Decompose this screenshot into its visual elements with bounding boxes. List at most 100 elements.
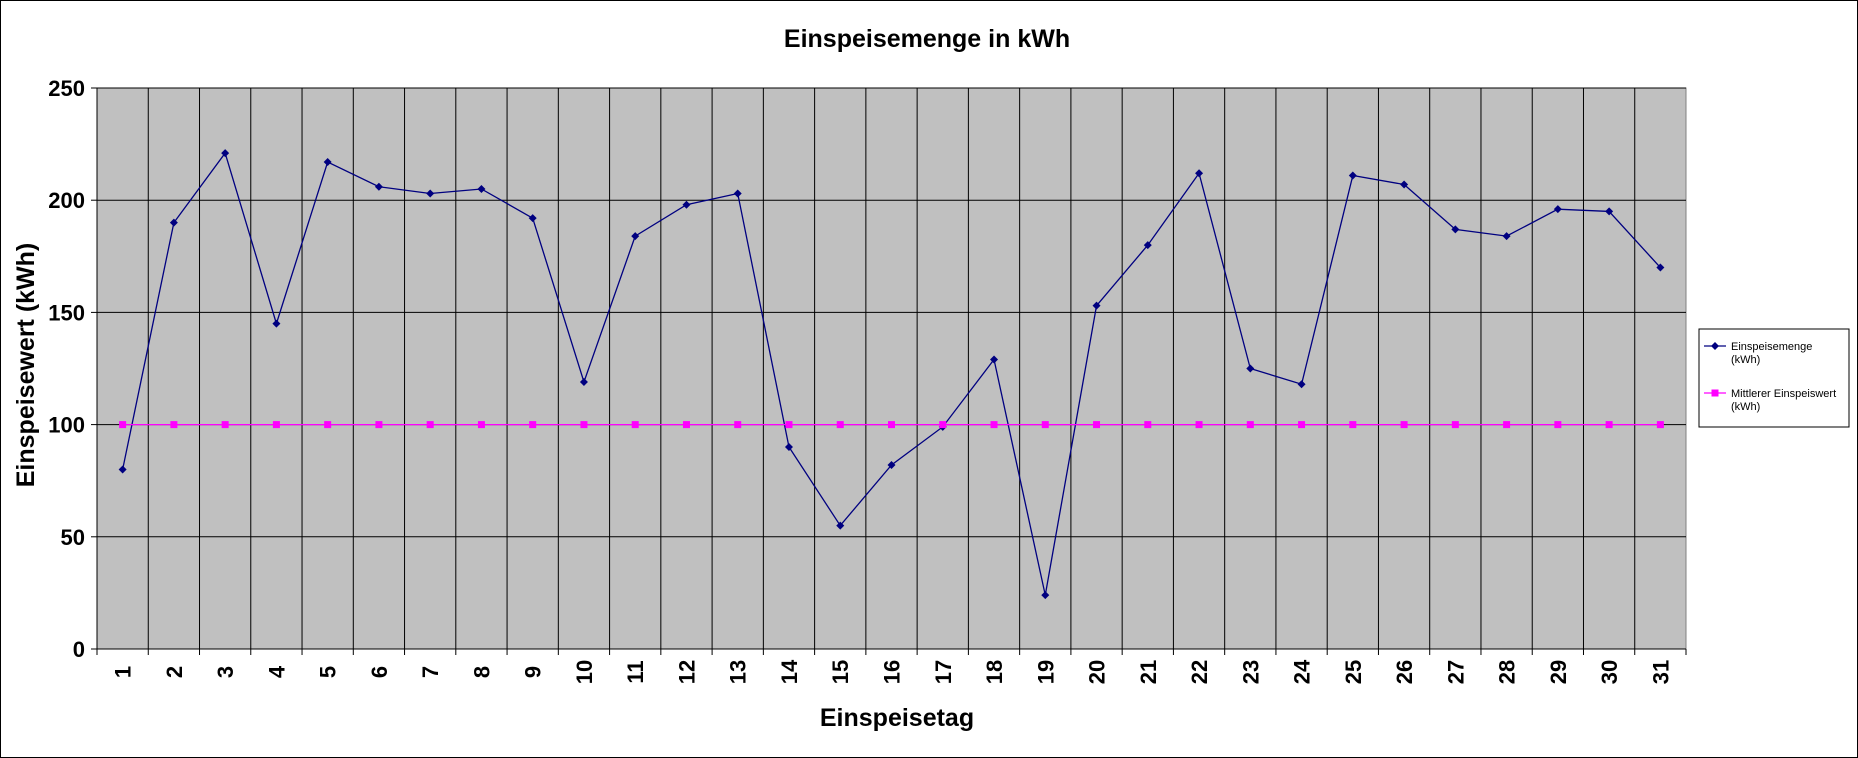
data-point <box>990 355 999 364</box>
x-tick-label: 24 <box>1290 659 1315 684</box>
legend: Einspeisemenge(kWh)Mittlerer Einspeiswer… <box>1698 328 1850 428</box>
data-point <box>785 421 793 429</box>
y-tick-label: 250 <box>48 76 85 101</box>
data-point <box>682 421 690 429</box>
data-point <box>324 421 332 429</box>
data-point <box>1502 232 1511 241</box>
x-tick-label: 1 <box>111 666 136 678</box>
x-tick-label: 21 <box>1136 660 1161 684</box>
data-point <box>1297 380 1306 389</box>
x-tick-label: 17 <box>931 660 956 684</box>
x-tick-label: 16 <box>880 660 905 684</box>
y-axis-ticks: 0 50 100 150 200 250 <box>48 76 97 662</box>
data-point <box>1553 205 1562 214</box>
x-tick-label: 6 <box>367 666 392 678</box>
legend-marker <box>1711 389 1719 397</box>
x-axis-title: Einspeisetag <box>820 704 974 732</box>
x-tick-label: 12 <box>674 660 699 684</box>
data-point <box>426 421 434 429</box>
data-point <box>221 149 230 158</box>
data-point <box>119 421 127 429</box>
data-point <box>529 421 537 429</box>
legend-label: (kWh) <box>1731 401 1760 413</box>
data-point <box>1041 591 1050 600</box>
series-group <box>118 149 1665 600</box>
data-point <box>477 184 486 193</box>
data-point <box>682 200 691 209</box>
data-point <box>733 189 742 198</box>
data-point <box>1554 421 1562 429</box>
data-point <box>1246 421 1254 429</box>
data-point <box>836 421 844 429</box>
chart-title: Einspeisemenge in kWh <box>784 25 1070 53</box>
x-tick-label: 13 <box>726 660 751 684</box>
legend-label: Mittlerer Einspeiswert <box>1731 388 1836 400</box>
x-tick-label: 18 <box>982 660 1007 684</box>
data-point <box>1656 263 1665 272</box>
data-point <box>221 421 229 429</box>
data-point <box>1041 421 1049 429</box>
data-point <box>1348 171 1357 180</box>
data-point <box>1503 421 1511 429</box>
legend-label: (kWh) <box>1731 354 1760 366</box>
data-point <box>1400 180 1409 189</box>
gridlines <box>96 87 1686 650</box>
data-point <box>374 182 383 191</box>
data-point <box>375 421 383 429</box>
data-point <box>631 421 639 429</box>
x-tick-label: 27 <box>1443 660 1468 684</box>
x-tick-label: 7 <box>418 666 443 678</box>
data-point <box>1349 421 1357 429</box>
data-point <box>323 158 332 167</box>
x-tick-label: 26 <box>1392 660 1417 684</box>
data-point <box>1143 241 1152 250</box>
data-point <box>1144 421 1152 429</box>
data-point <box>1656 421 1664 429</box>
x-tick-label: 8 <box>469 666 494 678</box>
data-point <box>272 319 281 328</box>
x-tick-label: 11 <box>623 660 648 683</box>
x-tick-label: 23 <box>1238 660 1263 684</box>
data-point <box>1451 225 1460 234</box>
x-tick-label: 9 <box>521 666 546 678</box>
data-point <box>734 421 742 429</box>
y-tick-label: 50 <box>61 525 85 550</box>
data-point <box>887 460 896 469</box>
x-tick-label: 31 <box>1648 660 1673 684</box>
data-point <box>1298 421 1306 429</box>
x-tick-label: 4 <box>264 665 289 678</box>
x-tick-label: 5 <box>316 666 341 678</box>
y-tick-label: 100 <box>48 413 85 438</box>
data-point <box>939 421 947 429</box>
series-2 <box>119 421 1664 429</box>
y-axis-title: Einspeisewert (kWh) <box>12 243 40 488</box>
data-point <box>1605 207 1614 216</box>
data-point <box>272 421 280 429</box>
y-tick-label: 200 <box>48 188 85 213</box>
legend-marker <box>1711 342 1719 350</box>
x-tick-label: 15 <box>828 660 853 684</box>
x-tick-label: 25 <box>1341 660 1366 684</box>
data-point <box>170 421 178 429</box>
data-point <box>1092 301 1101 310</box>
data-point <box>477 421 485 429</box>
x-tick-label: 29 <box>1546 660 1571 684</box>
data-point <box>888 421 895 429</box>
data-point <box>1093 421 1101 429</box>
x-tick-label: 3 <box>213 666 238 678</box>
x-tick-label: 2 <box>162 666 187 678</box>
data-point <box>169 218 178 227</box>
data-point <box>528 214 537 223</box>
data-point <box>631 232 640 241</box>
x-tick-label: 30 <box>1597 660 1622 684</box>
data-point <box>1400 421 1408 429</box>
x-tick-label: 28 <box>1495 660 1520 684</box>
data-point <box>1195 169 1204 178</box>
data-point <box>784 443 793 452</box>
data-point <box>1451 421 1459 429</box>
y-tick-label: 0 <box>73 637 85 662</box>
plot-background <box>96 87 1687 650</box>
legend-label: Einspeisemenge <box>1731 341 1812 353</box>
data-point <box>1605 421 1613 429</box>
